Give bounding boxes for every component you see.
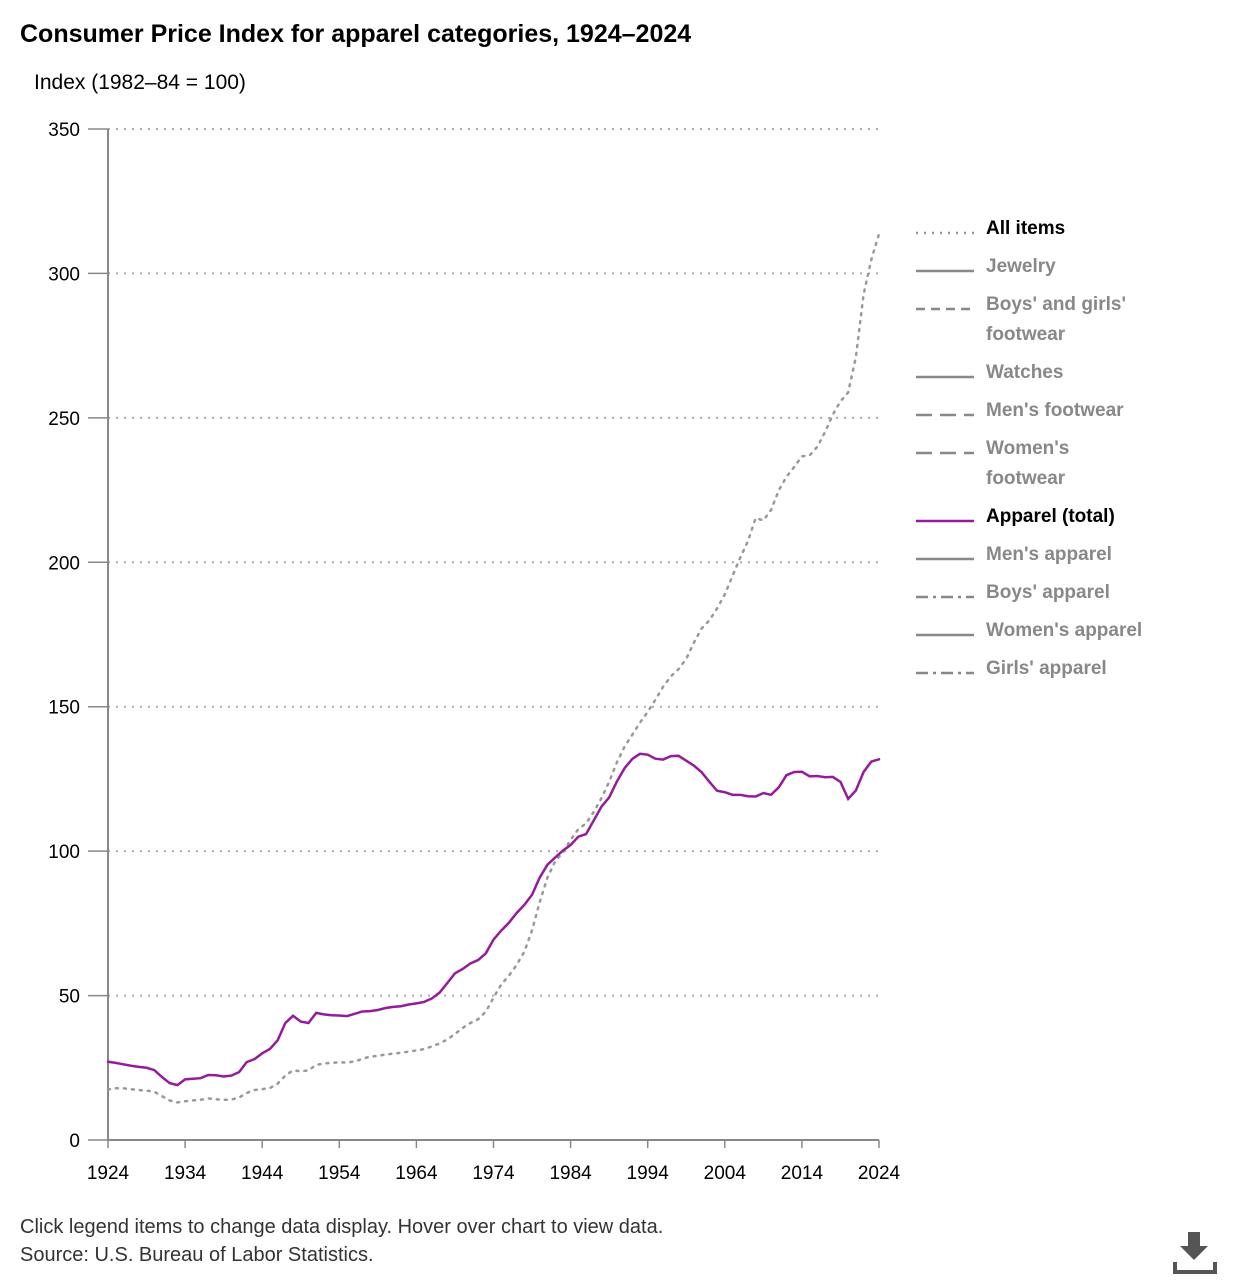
source: Source: U.S. Bureau of Labor Statistics. <box>20 1244 374 1266</box>
legend-item[interactable]: Boys' and girls' footwear <box>914 294 1214 350</box>
y-tick-label: 150 <box>48 698 80 719</box>
legend-swatch <box>916 557 974 561</box>
y-tick-label: 300 <box>48 264 80 285</box>
legend-item[interactable]: All items <box>914 218 1214 244</box>
legend-item[interactable]: Boys' apparel <box>914 582 1214 608</box>
y-tick-label: 0 <box>69 1131 80 1152</box>
legend-label: Women's footwear <box>986 438 1070 489</box>
legend-label: Women's apparel <box>986 620 1143 641</box>
legend-item[interactable]: Apparel (total) <box>914 506 1214 532</box>
x-tick-label: 1944 <box>241 1163 284 1184</box>
x-tick-label: 1964 <box>395 1163 438 1184</box>
x-tick-label: 1984 <box>549 1163 592 1184</box>
x-tick-label: 1924 <box>87 1163 130 1184</box>
x-tick-label: 2024 <box>858 1163 901 1184</box>
legend-label: Apparel (total) <box>986 506 1115 527</box>
legend-swatch <box>916 451 974 455</box>
legend-swatch <box>916 231 974 235</box>
legend-label: Men's apparel <box>986 544 1112 565</box>
series-line <box>106 232 881 1104</box>
x-tick-label: 1974 <box>472 1163 515 1184</box>
legend-item[interactable]: Men's footwear <box>914 400 1214 426</box>
legend-label: Boys' apparel <box>986 582 1110 603</box>
legend: All items Jewelry Boys' and girls' footwea… <box>914 218 1214 700</box>
series-line <box>106 752 881 1087</box>
legend-swatch <box>916 633 974 637</box>
chart: Consumer Price Index for apparel categor… <box>20 20 901 1184</box>
legend-label: Girls' apparel <box>986 658 1107 679</box>
y-tick-label: 50 <box>59 987 80 1008</box>
legend-label: Boys' and girls' footwear <box>986 294 1126 345</box>
legend-item[interactable]: Men's apparel <box>914 544 1214 570</box>
legend-swatch <box>916 519 974 523</box>
legend-label: Jewelry <box>986 256 1056 277</box>
legend-label: All items <box>986 218 1066 239</box>
legend-swatch <box>916 375 974 379</box>
legend-item[interactable]: Jewelry <box>914 256 1214 282</box>
legend-swatch <box>916 595 974 599</box>
y-tick-label: 200 <box>48 553 80 574</box>
x-tick-label: 2014 <box>781 1163 824 1184</box>
y-tick-label: 100 <box>48 842 80 863</box>
x-tick-label: 1994 <box>627 1163 670 1184</box>
legend-item[interactable]: Women's apparel <box>914 620 1214 646</box>
legend-item[interactable]: Girls' apparel <box>914 658 1214 684</box>
y-tick-label: 250 <box>48 409 80 430</box>
legend-label: Watches <box>986 362 1064 383</box>
legend-swatch <box>916 269 974 273</box>
x-tick-label: 1934 <box>164 1163 207 1184</box>
chart-title: Consumer Price Index for apparel categor… <box>20 20 691 48</box>
legend-label: Men's footwear <box>986 400 1124 421</box>
download-button[interactable] <box>1172 1230 1218 1276</box>
legend-swatch <box>916 307 974 311</box>
x-tick-label: 2004 <box>704 1163 747 1184</box>
legend-swatch <box>916 413 974 417</box>
y-tick-label: 350 <box>48 120 80 141</box>
legend-item[interactable]: Women's footwear <box>914 438 1214 494</box>
x-tick-label: 1954 <box>318 1163 361 1184</box>
note: Click legend items to change data displa… <box>20 1216 664 1238</box>
y-axis-label: Index (1982–84 = 100) <box>34 71 246 94</box>
legend-item[interactable]: Watches <box>914 362 1214 388</box>
legend-swatch <box>916 671 974 675</box>
